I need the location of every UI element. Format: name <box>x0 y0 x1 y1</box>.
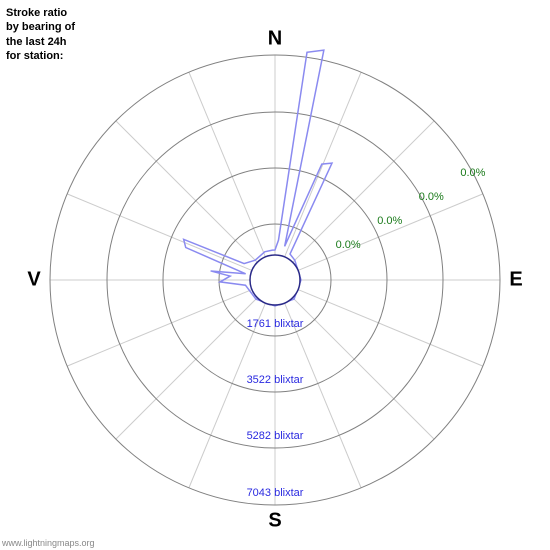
spoke <box>298 194 483 271</box>
spoke <box>67 290 252 367</box>
spoke <box>189 72 266 257</box>
cardinal-w: V <box>27 268 41 290</box>
spoke <box>298 290 483 367</box>
hub <box>250 255 300 305</box>
spoke <box>293 121 434 262</box>
spoke <box>116 298 257 439</box>
cardinal-e: E <box>509 268 522 290</box>
ring-label: 7043 blixtar <box>247 487 304 499</box>
spoke <box>189 303 266 488</box>
spoke <box>67 194 252 271</box>
ring-label: 1761 blixtar <box>247 318 304 330</box>
spoke <box>293 298 434 439</box>
ring-label: 5282 blixtar <box>247 430 304 442</box>
pct-label: 0.0% <box>460 167 485 179</box>
cardinal-s: S <box>268 509 281 531</box>
pct-label: 0.0% <box>377 215 402 227</box>
polar-chart: 0.0% 0.0% 0.0% 0.0% 1761 blixtar 3522 blixtar… <box>0 0 550 550</box>
spoke <box>285 303 362 488</box>
pct-label: 0.0% <box>419 191 444 203</box>
cardinal-n: N <box>268 27 282 49</box>
ring-label: 3522 blixtar <box>247 374 304 386</box>
pct-label: 0.0% <box>336 239 361 251</box>
